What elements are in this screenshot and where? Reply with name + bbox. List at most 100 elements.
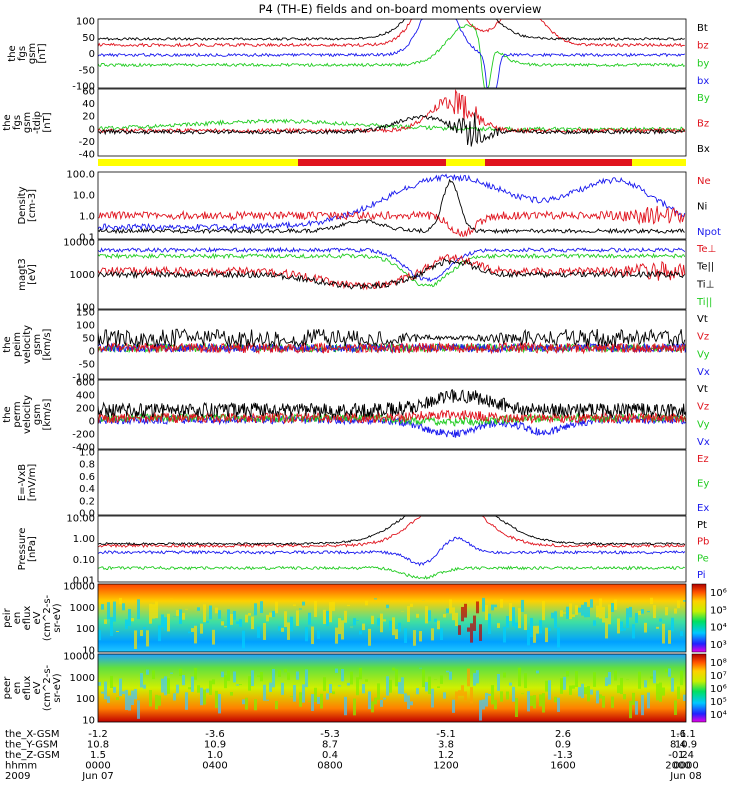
heatmap-cell — [443, 692, 446, 699]
heatmap-cell — [263, 684, 266, 701]
heatmap-cell — [140, 630, 143, 637]
heatmap-cell — [344, 696, 347, 716]
heatmap-cell — [455, 691, 458, 701]
ylabel-line: sr-eV) — [52, 603, 63, 632]
heatmap-cell — [356, 677, 359, 696]
heatmap-cell — [359, 667, 362, 680]
data-series — [98, 178, 685, 235]
ytick-label: -50 — [79, 360, 95, 371]
legend-entry: Te⊥ — [696, 244, 716, 255]
heatmap-cell — [362, 684, 365, 694]
heatmap-cell — [269, 682, 272, 692]
heatmap-cell — [620, 621, 623, 632]
ylabel-line: eV — [32, 611, 43, 624]
ylabel-line: [nPa] — [27, 536, 38, 562]
heatmap-cell — [161, 678, 164, 693]
heatmap-cell — [353, 618, 356, 626]
heatmap-cell — [530, 695, 533, 706]
heatmap-cell — [191, 628, 194, 632]
heatmap-cell — [137, 599, 140, 620]
ylabel-line: fgs — [12, 115, 23, 130]
ylabel-line: gsm — [27, 43, 38, 64]
legend-entry: Pe — [697, 553, 709, 564]
heatmap-cell — [128, 695, 131, 711]
plot-bg — [98, 240, 686, 309]
ylabel-line: (cm^2-s- — [42, 664, 53, 711]
heatmap-cell — [428, 610, 431, 622]
data-series — [98, 23, 686, 88]
heatmap-cell — [143, 627, 146, 629]
ylabel-line: the — [0, 610, 3, 626]
heatmap-cell — [548, 680, 551, 700]
heatmap-cell — [251, 670, 254, 687]
heatmap-cell — [407, 605, 410, 622]
ytick-label: 10.00 — [66, 514, 95, 525]
heatmap-cell — [608, 671, 611, 685]
heatmap-cell — [389, 679, 392, 693]
heatmap-cell — [440, 675, 443, 684]
ytick-label: 0 — [89, 347, 95, 358]
ytick-label: 1.0 — [79, 448, 95, 459]
plot-frame — [97, 18, 687, 89]
ytick-label: 0.2 — [79, 496, 95, 507]
heatmap-cell — [158, 625, 161, 642]
heatmap-cell — [179, 668, 182, 676]
heatmap-cell — [182, 612, 185, 620]
heatmap-cell — [305, 627, 308, 642]
heatmap-cell — [122, 691, 125, 695]
heatmap-cell — [587, 606, 590, 618]
heatmap-cell — [263, 622, 266, 640]
heatmap-cell — [311, 626, 314, 645]
heatmap-cell — [500, 599, 503, 608]
x-row-value: -1.3 — [553, 750, 573, 761]
heatmap-cell — [188, 687, 191, 690]
ytick-label: -20 — [79, 137, 95, 148]
heatmap-cell — [110, 617, 113, 636]
legend-entry: Vx — [697, 437, 710, 448]
panel-0: thefgsgsm[nT] 100 50 0 -50 -100 Bt bz by bx — [7, 17, 709, 93]
heatmap-cell — [419, 631, 422, 642]
heatmap-cell — [98, 630, 101, 641]
ytick-label: 0.10 — [73, 555, 95, 566]
heatmap-cell — [272, 668, 275, 688]
heatmap-cell — [425, 681, 428, 692]
heatmap-cell — [629, 606, 632, 618]
heatmap-cell — [296, 671, 299, 680]
heatmap-cell — [224, 675, 227, 689]
heatmap-cell — [473, 615, 476, 631]
heatmap-cell — [146, 630, 149, 647]
heatmap-cell — [125, 619, 128, 629]
heatmap-cell — [308, 700, 311, 702]
heatmap-cell — [110, 675, 113, 689]
series-group — [98, 389, 686, 438]
data-series — [98, 246, 686, 283]
heatmap-cell — [326, 693, 329, 700]
heatmap-cell — [122, 603, 125, 611]
heatmap-cell — [431, 628, 434, 641]
heatmap-cell — [113, 601, 116, 622]
heatmap-cell — [461, 606, 464, 622]
legend-entry: bx — [697, 76, 709, 87]
ylabel-line: magt3 — [17, 258, 28, 291]
ytick-label: 100 — [76, 624, 95, 635]
data-series — [98, 341, 686, 355]
heatmap-cell — [314, 600, 317, 617]
legend-entry: Bx — [697, 144, 710, 155]
heatmap-cell — [599, 694, 602, 699]
panel-3: magt3[eV] 10000 1000 100 Te⊥ Te|| Ti⊥ Ti|| — [17, 238, 716, 314]
heatmap-cell — [116, 631, 119, 632]
x-row-label: 2009 — [5, 771, 30, 782]
heatmap-cell — [197, 607, 200, 611]
x-row-value: -1.1 — [676, 729, 696, 740]
colorbar-tick: 10⁶ — [710, 684, 727, 695]
ytick-label: -200 — [72, 430, 95, 441]
heatmap-cell — [482, 699, 485, 710]
colorbar-tick: 10⁶ — [710, 588, 727, 599]
heatmap-cell — [161, 614, 164, 628]
heatmap-cell — [515, 698, 518, 717]
heatmap-cell — [470, 623, 473, 643]
colorbar — [691, 653, 707, 723]
heatmap-cell — [206, 688, 209, 693]
legend-entry: Pt — [697, 520, 707, 531]
